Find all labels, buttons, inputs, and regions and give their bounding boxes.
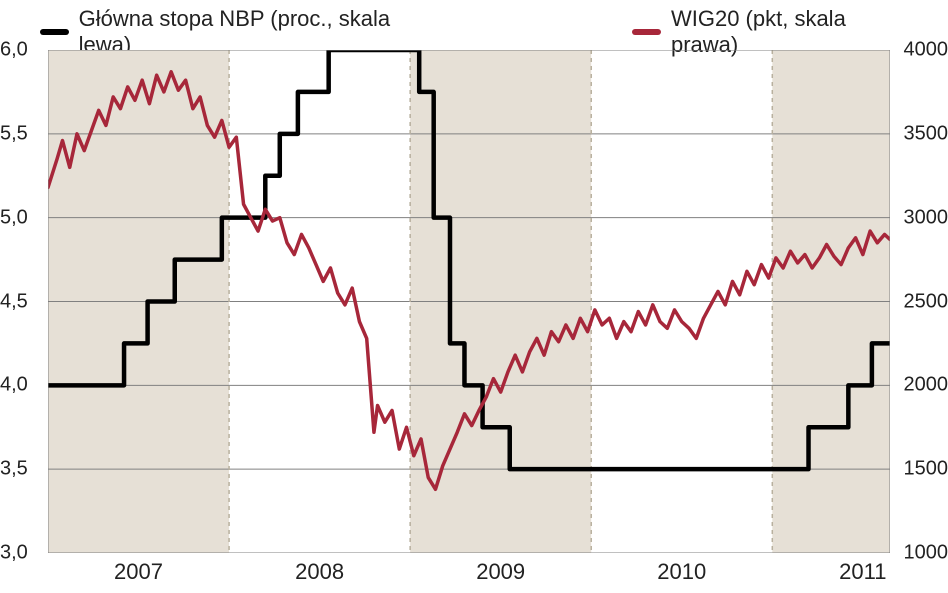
y-right-tick: 3000: [900, 206, 948, 229]
plot-svg: [48, 50, 890, 553]
y-right-tick: 1500: [900, 458, 948, 481]
y-left-tick: 5,5: [0, 122, 48, 145]
dual-axis-line-chart: Główna stopa NBP (proc., skala lewa) WIG…: [0, 0, 948, 593]
y-left-tick: 3,0: [0, 542, 48, 565]
x-tick: 2007: [114, 559, 163, 585]
y-left-tick: 6,0: [0, 39, 48, 62]
legend-swatch-nbp: [40, 29, 69, 35]
y-right-tick: 4000: [900, 39, 948, 62]
x-tick: 2011: [839, 559, 886, 585]
x-tick: 2008: [295, 559, 344, 585]
y-right-tick: 2000: [900, 374, 948, 397]
x-axis: 2007 2008 2009 2010 2011: [48, 559, 890, 587]
y-right-axis: 1000150020002500300035004000: [900, 50, 948, 553]
y-right-tick: 2500: [900, 290, 948, 313]
y-left-axis: 3,03,54,04,55,05,56,0: [0, 50, 48, 553]
y-left-tick: 5,0: [0, 206, 48, 229]
plot-area: [48, 50, 890, 553]
y-right-tick: 3500: [900, 122, 948, 145]
y-left-tick: 4,5: [0, 290, 48, 313]
legend-swatch-wig20: [632, 29, 661, 35]
x-tick: 2009: [476, 559, 525, 585]
y-left-tick: 4,0: [0, 374, 48, 397]
y-left-tick: 3,5: [0, 458, 48, 481]
y-right-tick: 1000: [900, 542, 948, 565]
x-tick: 2010: [657, 559, 706, 585]
